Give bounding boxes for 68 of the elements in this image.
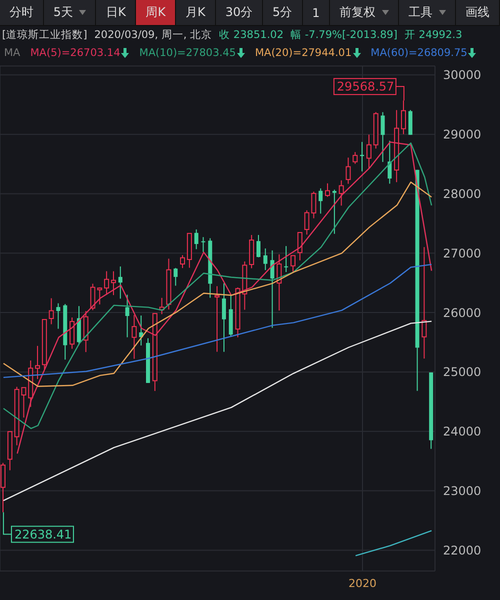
candlestick [408,110,412,136]
candlestick [325,182,330,198]
candlestick [346,157,351,184]
annotation: 22638.41 [14,527,72,542]
chart-title: [道琼斯工业指数] [2,28,88,42]
y-tick-label: 29000 [443,128,482,142]
candlestick [332,189,336,234]
candlestick [83,310,88,353]
text: 工具 [399,0,456,25]
candlestick [263,248,268,271]
text: 分时 [0,0,44,25]
y-tick-label: 22000 [443,543,482,558]
text: 前复权 [330,0,400,25]
y-tick-label: 25000 [443,365,482,380]
chart-subtitle: 2020/03/09, 周一, 北京 [94,28,212,42]
text: 画线 [456,0,500,25]
candlestick [104,270,110,296]
text: 月K [176,0,216,25]
y-tick-label: 28000 [443,186,482,201]
candlestick [222,282,226,352]
y-tick-label: 23000 [443,484,482,498]
text: 开 24992.3 [404,28,462,42]
text: 收 23851.02 [219,28,284,42]
candlestick [56,302,60,330]
y-tick-label: 27000 [443,246,482,260]
candlestick [318,188,323,214]
candlestick [270,250,274,328]
candlestick [352,152,358,164]
candlestick [118,266,122,300]
line-series [2,181,432,388]
candlestick [132,314,137,360]
candlestick [174,267,178,286]
candlestick [180,254,186,269]
text: 周K [136,0,176,25]
candlestick [284,246,288,273]
x-tick-label: 2020 [348,576,376,590]
legend-title: MA [4,47,20,59]
text: 幅 -7.79%[-2013.89] [290,28,398,42]
text: 1 [302,0,330,25]
candlestick [338,180,344,206]
candlestick [194,228,198,250]
text: MA(5)=26703.14 [30,47,122,59]
text: 5分 [263,0,303,25]
candlestick [201,236,206,252]
line-series [2,264,432,378]
line-series [2,320,432,502]
candlestick [48,298,54,325]
text: MA(20)=27944.01 [254,47,353,59]
candlestick [297,232,302,261]
candlestick [35,345,40,380]
annotation: 29568.57 [336,80,394,94]
text: 日K [96,0,136,25]
candlestick [380,112,385,162]
text: MA(60)=26809.75 [370,47,468,59]
candlestick [125,294,130,338]
text: 5天 [44,0,96,25]
candlestick [256,234,260,258]
text: MA(10)=27803.45 [139,47,237,59]
y-tick-label: 26000 [443,306,482,320]
candlestick [290,254,296,272]
y-tick-label: 30000 [443,68,482,82]
candlestick [214,286,220,352]
candlestick [70,316,75,350]
text: 30分 [216,0,264,25]
candlestick [110,270,116,296]
y-tick-label: 24000 [443,424,482,439]
candlestick [422,246,427,360]
candlestick [76,306,81,346]
